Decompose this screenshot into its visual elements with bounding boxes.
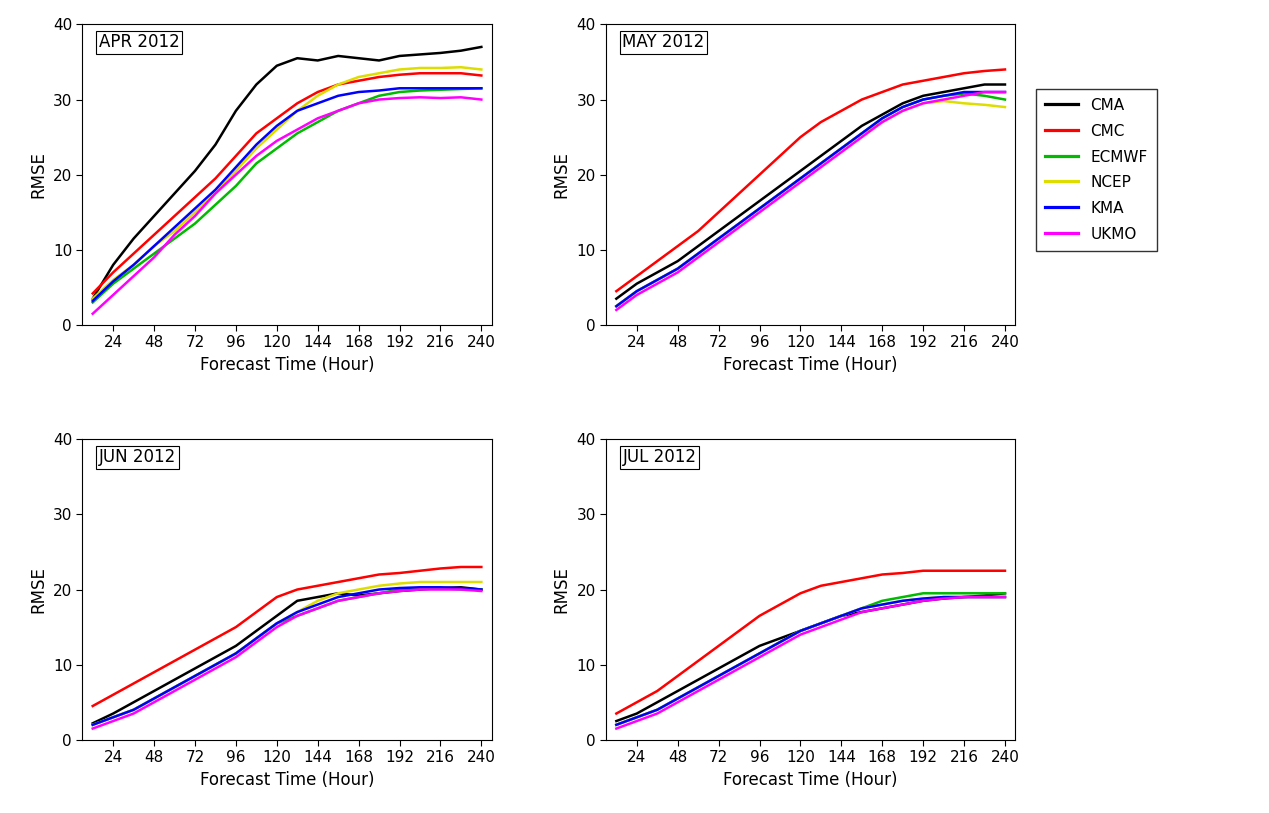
- X-axis label: Forecast Time (Hour): Forecast Time (Hour): [199, 356, 374, 374]
- Y-axis label: RMSE: RMSE: [553, 566, 571, 613]
- X-axis label: Forecast Time (Hour): Forecast Time (Hour): [723, 771, 898, 789]
- Y-axis label: RMSE: RMSE: [29, 566, 47, 613]
- Text: JUL 2012: JUL 2012: [623, 448, 697, 466]
- Text: APR 2012: APR 2012: [99, 33, 180, 51]
- X-axis label: Forecast Time (Hour): Forecast Time (Hour): [723, 356, 898, 374]
- Text: JUN 2012: JUN 2012: [99, 448, 176, 466]
- Legend: CMA, CMC, ECMWF, NCEP, KMA, UKMO: CMA, CMC, ECMWF, NCEP, KMA, UKMO: [1036, 89, 1157, 251]
- Y-axis label: RMSE: RMSE: [29, 151, 47, 198]
- X-axis label: Forecast Time (Hour): Forecast Time (Hour): [199, 771, 374, 789]
- Text: MAY 2012: MAY 2012: [623, 33, 704, 51]
- Y-axis label: RMSE: RMSE: [553, 151, 571, 198]
